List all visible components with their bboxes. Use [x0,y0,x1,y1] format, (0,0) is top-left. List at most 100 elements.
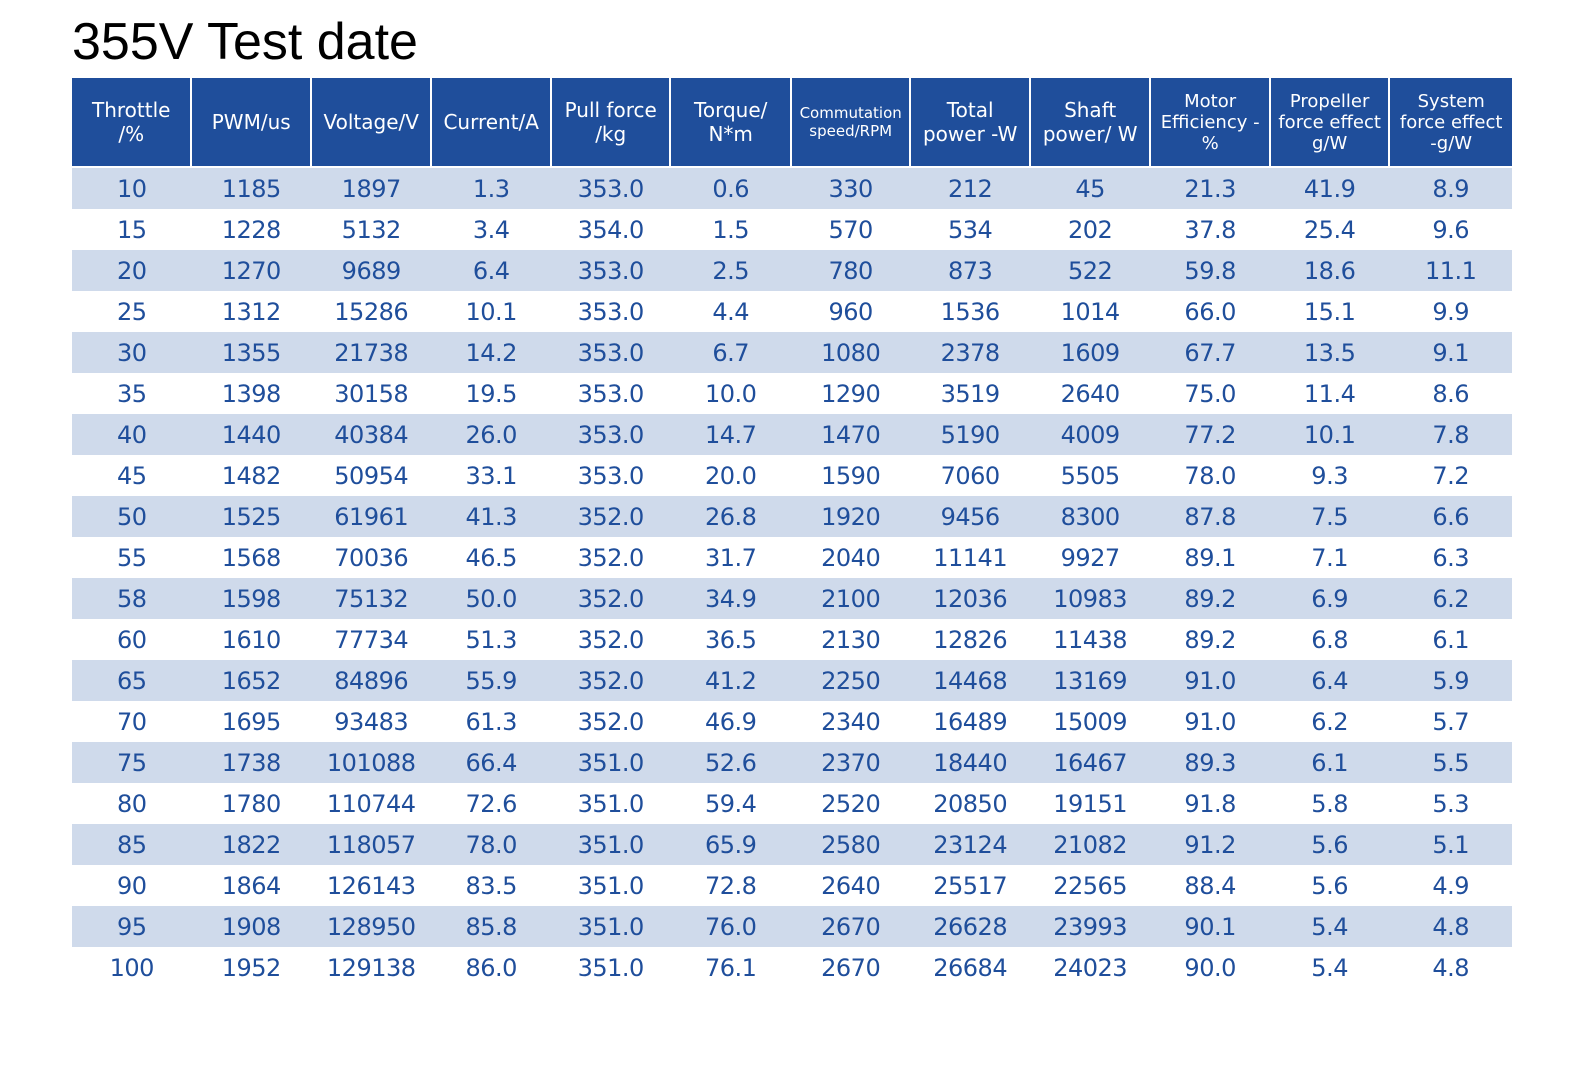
cell-shaft-power: 24023 [1029,947,1151,988]
header-system-force-effect: System force effect -g/W [1389,78,1512,168]
header-propeller-force-effect: Propeller force effect g/W [1269,78,1391,168]
cell-voltage: 128950 [310,906,432,947]
cell-commutation-speed: 2520 [790,783,911,824]
cell-total-power: 26628 [910,906,1030,947]
cell-motor-efficiency: 91.8 [1150,783,1270,824]
cell-throttle: 15 [72,209,192,250]
cell-propeller-force-effect: 7.1 [1269,537,1390,578]
table-row: 75 1738 101088 66.4 351.0 52.6 2370 18440 16467 8… [72,742,1512,783]
cell-commutation-speed: 780 [790,250,911,291]
header-voltage: Voltage/V [310,78,433,168]
cell-pull-force: 353.0 [550,414,671,455]
cell-throttle: 60 [72,619,192,660]
cell-torque: 34.9 [670,578,791,619]
cell-shaft-power: 15009 [1029,701,1151,742]
cell-voltage: 70036 [310,537,432,578]
header-pull-force: Pull force /kg [550,78,672,168]
cell-throttle: 90 [72,865,192,906]
cell-pull-force: 352.0 [550,619,671,660]
cell-shaft-power: 4009 [1029,414,1151,455]
cell-shaft-power: 22565 [1029,865,1151,906]
cell-commutation-speed: 1080 [790,332,911,373]
cell-current: 51.3 [431,619,551,660]
cell-system-force-effect: 4.8 [1389,906,1512,947]
cell-torque: 76.0 [670,906,791,947]
header-torque: Torque/ N*m [670,78,792,168]
cell-pwm: 1228 [191,209,311,250]
cell-shaft-power: 23993 [1029,906,1151,947]
cell-pwm: 1270 [191,250,311,291]
cell-system-force-effect: 5.3 [1389,783,1512,824]
header-shaft-power: Shaft power/ W [1029,78,1152,168]
cell-total-power: 9456 [910,496,1030,537]
cell-throttle: 100 [72,947,192,988]
cell-pull-force: 353.0 [550,455,671,496]
cell-total-power: 18440 [910,742,1030,783]
cell-torque: 10.0 [670,373,791,414]
table-row: 15 1228 5132 3.4 354.0 1.5 570 534 202 37.8 25.4 9.… [72,209,1512,250]
cell-torque: 1.5 [670,209,791,250]
table-row: 85 1822 118057 78.0 351.0 65.9 2580 23124 21082 9… [72,824,1512,865]
cell-voltage: 77734 [310,619,432,660]
cell-torque: 76.1 [670,947,791,988]
cell-system-force-effect: 5.7 [1389,701,1512,742]
cell-shaft-power: 16467 [1029,742,1151,783]
table-row: 40 1440 40384 26.0 353.0 14.7 1470 5190 4009 77.2… [72,414,1512,455]
cell-propeller-force-effect: 25.4 [1269,209,1390,250]
cell-pull-force: 353.0 [550,373,671,414]
table-row: 45 1482 50954 33.1 353.0 20.0 1590 7060 5505 78.0… [72,455,1512,496]
cell-pwm: 1822 [191,824,311,865]
cell-pull-force: 353.0 [550,332,671,373]
cell-pwm: 1952 [191,947,311,988]
cell-pwm: 1355 [191,332,311,373]
cell-torque: 52.6 [670,742,791,783]
table-row: 30 1355 21738 14.2 353.0 6.7 1080 2378 1609 67.7 1… [72,332,1512,373]
cell-system-force-effect: 6.6 [1389,496,1512,537]
cell-motor-efficiency: 75.0 [1150,373,1270,414]
cell-system-force-effect: 4.9 [1389,865,1512,906]
cell-shaft-power: 9927 [1029,537,1151,578]
cell-voltage: 9689 [310,250,432,291]
cell-propeller-force-effect: 6.9 [1269,578,1390,619]
cell-motor-efficiency: 67.7 [1150,332,1270,373]
cell-propeller-force-effect: 6.4 [1269,660,1390,701]
cell-torque: 20.0 [670,455,791,496]
cell-system-force-effect: 5.1 [1389,824,1512,865]
cell-throttle: 40 [72,414,192,455]
cell-commutation-speed: 2130 [790,619,911,660]
cell-total-power: 3519 [910,373,1030,414]
cell-propeller-force-effect: 5.6 [1269,824,1390,865]
cell-system-force-effect: 9.9 [1389,291,1512,332]
cell-torque: 31.7 [670,537,791,578]
cell-shaft-power: 1014 [1029,291,1151,332]
cell-throttle: 30 [72,332,192,373]
cell-pwm: 1780 [191,783,311,824]
cell-propeller-force-effect: 10.1 [1269,414,1390,455]
table-row: 20 1270 9689 6.4 353.0 2.5 780 873 522 59.8 18.6 11… [72,250,1512,291]
cell-motor-efficiency: 37.8 [1150,209,1270,250]
cell-motor-efficiency: 87.8 [1150,496,1270,537]
cell-total-power: 12826 [910,619,1030,660]
cell-current: 1.3 [431,167,551,209]
cell-commutation-speed: 2040 [790,537,911,578]
cell-commutation-speed: 2340 [790,701,911,742]
cell-current: 78.0 [431,824,551,865]
cell-shaft-power: 202 [1029,209,1151,250]
cell-throttle: 45 [72,455,192,496]
cell-current: 66.4 [431,742,551,783]
cell-commutation-speed: 2580 [790,824,911,865]
cell-current: 85.8 [431,906,551,947]
cell-voltage: 1897 [310,167,432,209]
cell-total-power: 873 [910,250,1030,291]
cell-pwm: 1568 [191,537,311,578]
header-throttle: Throttle /% [72,78,193,168]
cell-throttle: 70 [72,701,192,742]
table-row: 100 1952 129138 86.0 351.0 76.1 2670 26684 24023… [72,947,1512,988]
cell-propeller-force-effect: 13.5 [1269,332,1390,373]
cell-pwm: 1908 [191,906,311,947]
cell-motor-efficiency: 91.0 [1150,701,1270,742]
cell-voltage: 93483 [310,701,432,742]
cell-shaft-power: 2640 [1029,373,1151,414]
cell-current: 72.6 [431,783,551,824]
table-row: 55 1568 70036 46.5 352.0 31.7 2040 11141 9927 89.… [72,537,1512,578]
